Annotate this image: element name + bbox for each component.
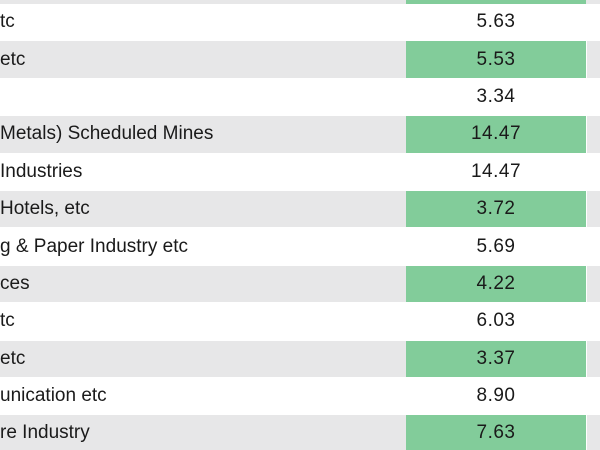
- next-column-cell[interactable]: [586, 303, 600, 340]
- rate-value-cell[interactable]: 4.22: [406, 265, 586, 303]
- table-row: Metals) Scheduled Mines 14.47: [0, 115, 600, 153]
- industry-name-cell[interactable]: tc: [0, 11, 15, 33]
- table-row: etc 3.37: [0, 339, 600, 377]
- table-row: tc 6.03: [0, 302, 600, 340]
- next-column-cell[interactable]: [586, 340, 600, 377]
- next-column-cell[interactable]: [586, 415, 600, 450]
- next-column-cell[interactable]: [586, 190, 600, 228]
- next-column-cell[interactable]: [586, 265, 600, 303]
- industry-name-cell[interactable]: Metals) Scheduled Mines: [0, 116, 406, 153]
- industry-name-cell[interactable]: etc: [0, 340, 406, 377]
- next-column-cell[interactable]: [586, 78, 600, 116]
- rate-value-cell[interactable]: 14.47: [406, 116, 586, 153]
- industry-name-cell[interactable]: ces: [0, 265, 406, 303]
- table-row: re Industry 7.63: [0, 414, 600, 450]
- previous-row-edge-cell[interactable]: [586, 0, 600, 4]
- previous-row-value-cell[interactable]: [406, 0, 586, 4]
- industry-name-cell[interactable]: etc: [0, 41, 406, 78]
- previous-row-label-cell[interactable]: [0, 0, 406, 4]
- table-row: etc 5.53: [0, 40, 600, 78]
- rate-value-cell[interactable]: 14.47: [470, 160, 522, 182]
- rate-value-cell[interactable]: 3.37: [406, 340, 586, 377]
- table-row: tc 5.63: [0, 4, 600, 41]
- industry-name-cell[interactable]: unication etc: [0, 385, 107, 407]
- next-column-cell[interactable]: [586, 153, 600, 190]
- industry-name-cell[interactable]: Hotels, etc: [0, 190, 406, 228]
- rate-value-cell[interactable]: 5.69: [476, 235, 516, 257]
- rate-value-cell[interactable]: 3.34: [476, 85, 516, 107]
- industry-name-cell[interactable]: re Industry: [0, 415, 406, 450]
- table-row: g & Paper Industry etc 5.69: [0, 227, 600, 265]
- table-row: Industries 14.47: [0, 152, 600, 190]
- next-column-cell[interactable]: [586, 116, 600, 153]
- next-column-cell[interactable]: [586, 377, 600, 415]
- next-column-cell[interactable]: [586, 228, 600, 265]
- next-column-cell[interactable]: [586, 41, 600, 78]
- table-row: ces 4.22: [0, 264, 600, 303]
- rate-value-cell[interactable]: 7.63: [406, 415, 586, 450]
- table-row: 3.34: [0, 77, 600, 116]
- table-row: unication etc 8.90: [0, 376, 600, 415]
- rate-value-cell[interactable]: 8.90: [476, 385, 516, 407]
- industry-name-cell[interactable]: [0, 79, 406, 115]
- rate-value-cell[interactable]: 5.63: [476, 11, 516, 33]
- rate-value-cell[interactable]: 6.03: [476, 310, 516, 332]
- data-table: tc 5.63 etc 5.53 3.34 Metals) Scheduled Mines…: [0, 4, 600, 450]
- industry-name-cell[interactable]: g & Paper Industry etc: [0, 235, 188, 257]
- industry-name-cell[interactable]: Industries: [0, 160, 83, 182]
- table-row: Hotels, etc 3.72: [0, 189, 600, 228]
- rate-value-cell[interactable]: 3.72: [406, 190, 586, 228]
- rate-value-cell[interactable]: 5.53: [406, 41, 586, 78]
- industry-name-cell[interactable]: tc: [0, 310, 15, 332]
- next-column-cell[interactable]: [586, 4, 600, 41]
- previous-row-fragment: [0, 0, 600, 4]
